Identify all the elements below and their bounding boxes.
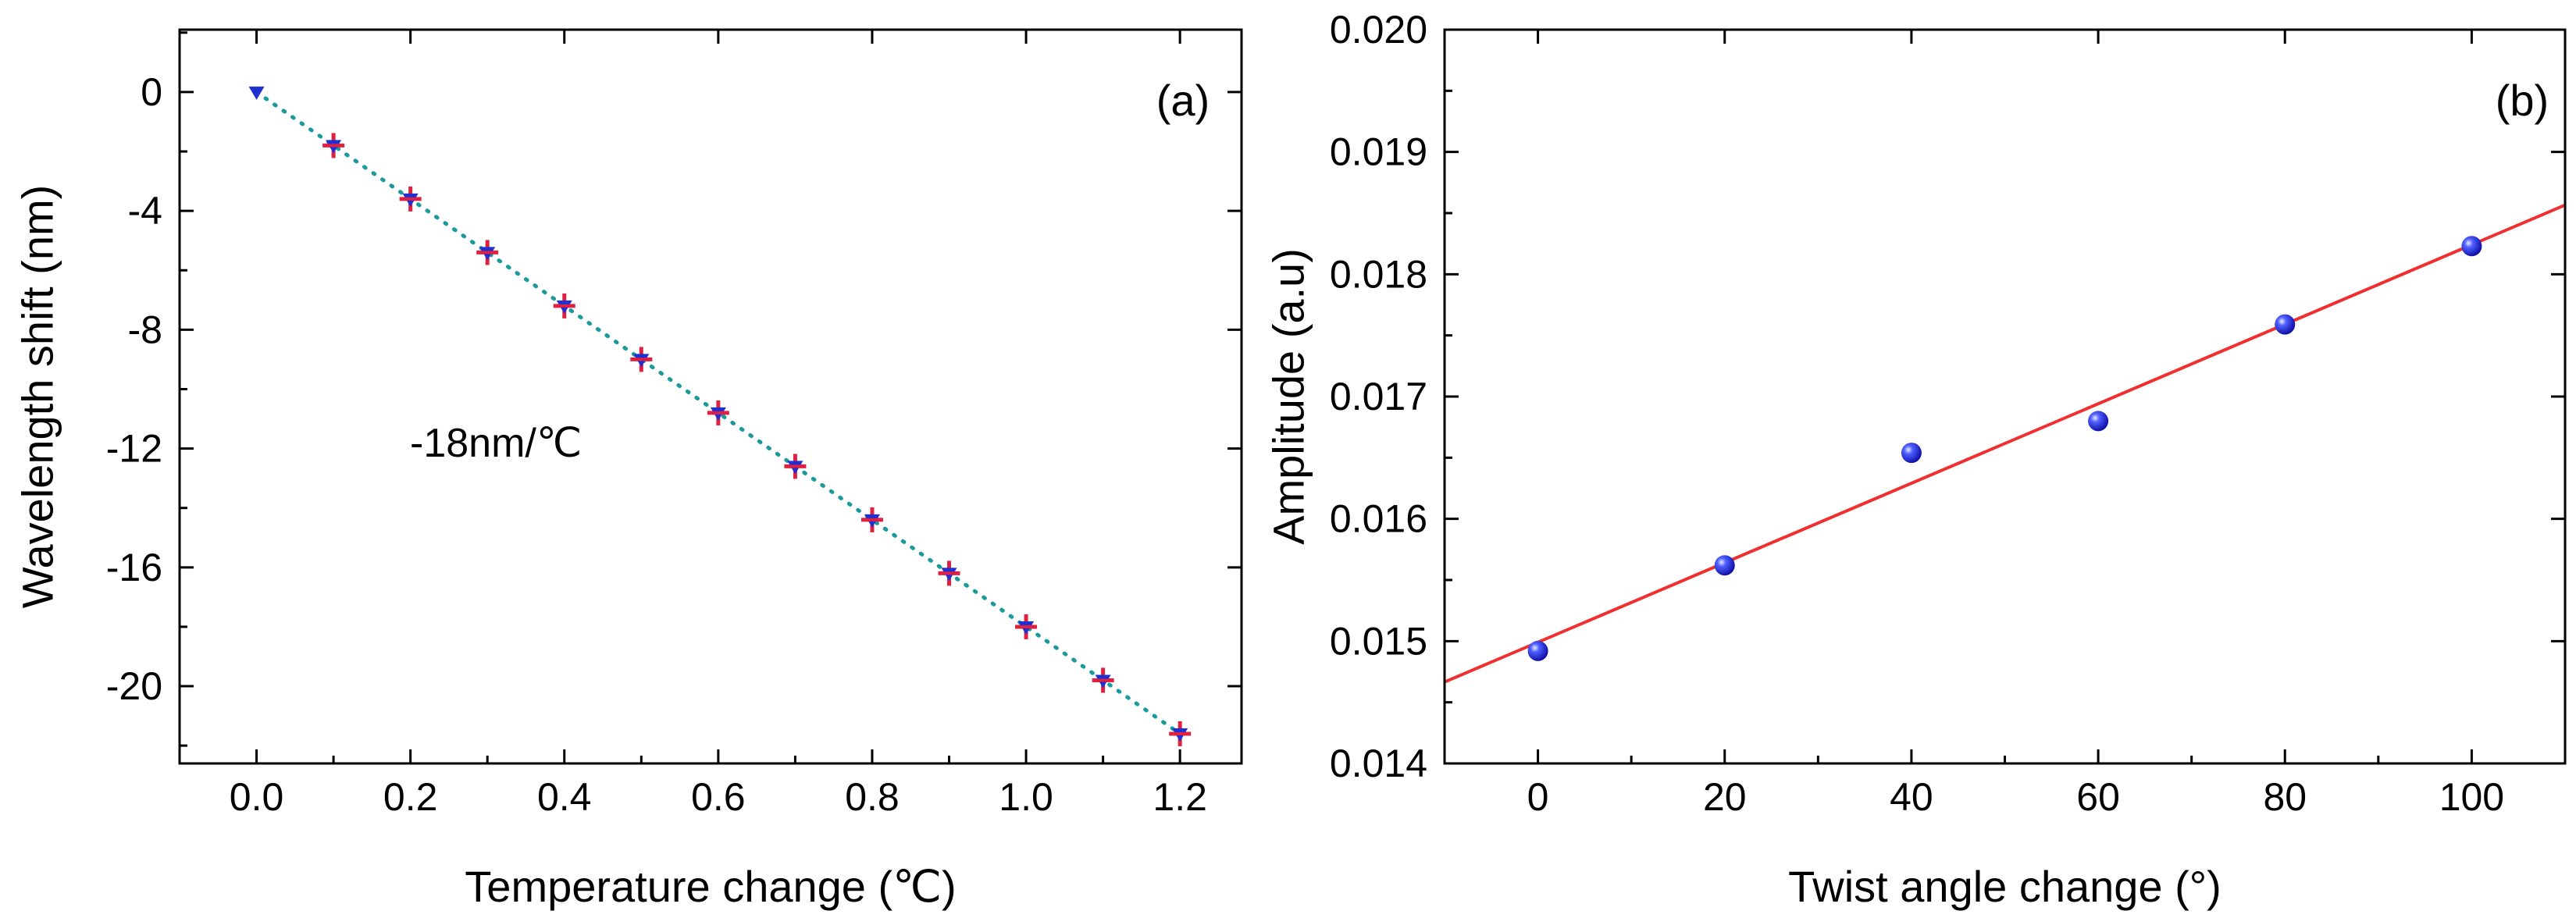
a-y-tick-label: -12 bbox=[106, 427, 162, 471]
panel-b-x-axis-title: Twist angle change (°) bbox=[1788, 862, 2221, 911]
b-y-tick-label: 0.014 bbox=[1330, 742, 1427, 785]
a-x-tick-label: 1.2 bbox=[1153, 775, 1207, 819]
a-data-point bbox=[1169, 721, 1192, 746]
a-y-tick-label: -8 bbox=[128, 308, 162, 351]
b-fit-line bbox=[1444, 203, 2566, 684]
a-data-point bbox=[248, 86, 265, 100]
b-y-tick-label: 0.017 bbox=[1330, 375, 1427, 418]
b-data-point bbox=[2088, 411, 2109, 432]
a-data-point bbox=[322, 133, 345, 158]
a-x-tick-label: 0.8 bbox=[845, 775, 900, 819]
a-x-tick-label: 0.0 bbox=[230, 775, 284, 819]
b-data-point bbox=[1527, 640, 1548, 661]
a-data-point bbox=[476, 240, 499, 265]
b-y-tick-label: 0.016 bbox=[1330, 497, 1427, 541]
b-data-point bbox=[2461, 236, 2482, 257]
b-data-point bbox=[1901, 443, 1922, 464]
a-x-tick-label: 0.6 bbox=[691, 775, 746, 819]
a-x-tick-label: 1.0 bbox=[999, 775, 1053, 819]
a-triangle-marker bbox=[248, 86, 265, 100]
a-x-tick-label: 0.4 bbox=[537, 775, 592, 819]
a-data-point bbox=[630, 347, 653, 372]
panel-a-label: (a) bbox=[1156, 76, 1210, 125]
a-data-point bbox=[784, 454, 807, 479]
panel-a-y-axis-title: Wavelength shift (nm) bbox=[13, 185, 62, 609]
slope-annotation: -18nm/℃ bbox=[410, 421, 582, 466]
a-y-tick-label: -4 bbox=[128, 189, 162, 233]
panel-b-axes: 0 20 40 60 80 100 0.014 0.015 0.016 0.017 0.018 0.0… bbox=[1330, 8, 2567, 819]
b-x-tick-label: 20 bbox=[1703, 775, 1747, 819]
a-x-tick-label: 0.2 bbox=[383, 775, 438, 819]
a-plot-frame bbox=[178, 28, 1243, 765]
panel-b-y-axis-title: Amplitude (a.u) bbox=[1264, 248, 1313, 545]
b-x-tick-label: 0 bbox=[1527, 775, 1549, 819]
a-data-point bbox=[938, 560, 960, 586]
a-y-tick-label: -20 bbox=[106, 664, 162, 708]
panel-b-label: (b) bbox=[2496, 76, 2549, 125]
a-data-point bbox=[553, 293, 575, 318]
b-x-tick-label: 100 bbox=[2439, 775, 2504, 819]
panel-a-marks bbox=[248, 86, 1192, 746]
panel-b: 0 20 40 60 80 100 0.014 0.015 0.016 0.017 0.018 0.0… bbox=[1264, 8, 2567, 911]
b-data-point bbox=[1714, 555, 1735, 576]
b-x-tick-label: 60 bbox=[2076, 775, 2120, 819]
b-data-point bbox=[2275, 314, 2296, 335]
b-y-tick-label: 0.019 bbox=[1330, 130, 1427, 174]
panel-a: 0.0 0.2 0.4 0.6 0.8 1.0 1.20-4-8-12-16-20 (a) … bbox=[13, 28, 1243, 911]
panel-b-marks bbox=[1444, 203, 2566, 684]
a-y-tick-label: -16 bbox=[106, 546, 162, 589]
a-data-point bbox=[1015, 614, 1038, 639]
b-y-tick-label: 0.020 bbox=[1330, 8, 1427, 52]
b-x-tick-label: 40 bbox=[1890, 775, 1933, 819]
panel-a-x-axis-title: Temperature change (℃) bbox=[465, 862, 956, 911]
a-data-point bbox=[860, 507, 883, 532]
b-y-tick-label: 0.015 bbox=[1330, 619, 1427, 663]
b-y-tick-label: 0.018 bbox=[1330, 252, 1427, 296]
panel-a-axes: 0.0 0.2 0.4 0.6 0.8 1.0 1.2 0 -4 -8 -12 -16 -20 bbox=[106, 28, 1243, 819]
a-y-tick-label: 0 bbox=[141, 70, 162, 114]
b-x-tick-label: 80 bbox=[2263, 775, 2307, 819]
a-data-point bbox=[707, 400, 729, 425]
b-plot-frame bbox=[1443, 28, 2567, 765]
a-data-point bbox=[399, 186, 422, 212]
a-data-point bbox=[1092, 667, 1114, 693]
